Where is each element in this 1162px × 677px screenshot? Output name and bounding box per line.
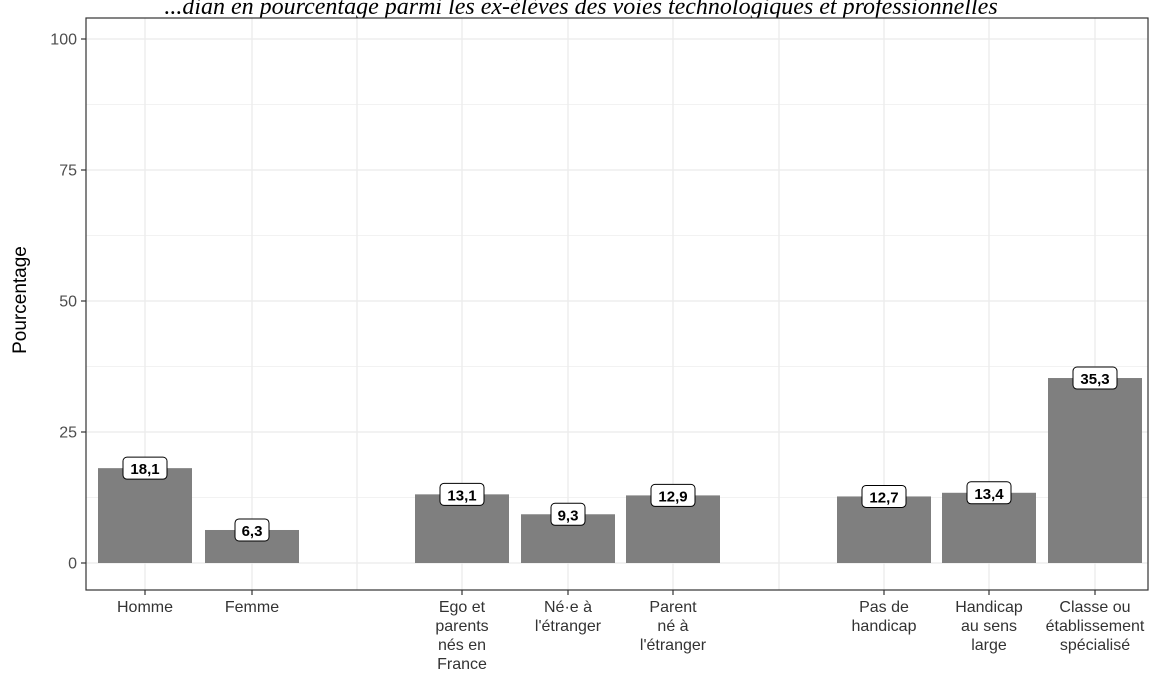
bar-value-label: 13,4: [966, 481, 1012, 505]
bar-value-labels: 18,1 6,3 13,1 9,3 12,9 12,7 13,4 35,3: [122, 366, 1118, 542]
y-tick-label: 75: [59, 163, 77, 180]
bar-value-label: 12,9: [650, 483, 696, 507]
bar-value-label: 9,3: [550, 502, 586, 526]
bar-value-text: 12,7: [869, 489, 898, 506]
x-tick-label: Pas de handicap: [852, 599, 917, 635]
bar-value-box: [966, 481, 1012, 505]
bar-value-box: [650, 483, 696, 507]
x-tick-label: Femme: [225, 599, 279, 616]
bar-value-box: [439, 482, 485, 506]
bar-value-text: 13,4: [974, 486, 1004, 503]
axes: Homme Femme Ego et parents nés en France Né·e …: [50, 32, 1145, 674]
x-tick-label: Handicap au sens large: [955, 599, 1023, 654]
grid-lines: [86, 18, 1148, 590]
chart-title: ...dian en pourcentage parmi les ex-élèv…: [164, 0, 998, 20]
y-tick-label: 0: [68, 556, 77, 573]
bar-value-label: 12,7: [861, 484, 907, 508]
bar-value-label: 13,1: [439, 482, 485, 506]
bar-value-box: [234, 518, 270, 542]
x-tick-label: Né·e à l'étranger: [535, 599, 602, 635]
bar-value-label: 35,3: [1072, 366, 1118, 390]
bar: [1048, 378, 1142, 563]
y-tick-label: 25: [59, 425, 77, 442]
bars: [98, 378, 1142, 563]
plot-panel-border: [85, 17, 1149, 591]
bar-value-text: 18,1: [130, 461, 159, 478]
bar: [98, 468, 192, 563]
bar: [942, 492, 1036, 563]
y-axis-title: Pourcentage: [10, 246, 31, 354]
x-tick-label: Parent né à l'étranger: [640, 599, 707, 654]
bar-value-text: 6,3: [242, 523, 263, 540]
y-tick-label: 50: [59, 294, 77, 311]
bar-value-text: 35,3: [1080, 371, 1109, 388]
bar-value-text: 9,3: [558, 507, 579, 524]
bar-value-box: [861, 484, 907, 508]
y-tick-label: 100: [50, 32, 77, 49]
x-tick-label: Homme: [117, 599, 173, 616]
bar-value-text: 12,9: [658, 488, 687, 505]
bar-value-label: 18,1: [122, 456, 168, 480]
bar-value-box: [550, 502, 586, 526]
x-tick-label: Classe ou établissement spécialisé: [1046, 599, 1145, 654]
bar-value-box: [1072, 366, 1118, 390]
x-tick-label: Ego et parents nés en France: [435, 599, 488, 673]
bar-value-text: 13,1: [447, 487, 476, 504]
bar-value-label: 6,3: [234, 518, 270, 542]
bar-value-box: [122, 456, 168, 480]
